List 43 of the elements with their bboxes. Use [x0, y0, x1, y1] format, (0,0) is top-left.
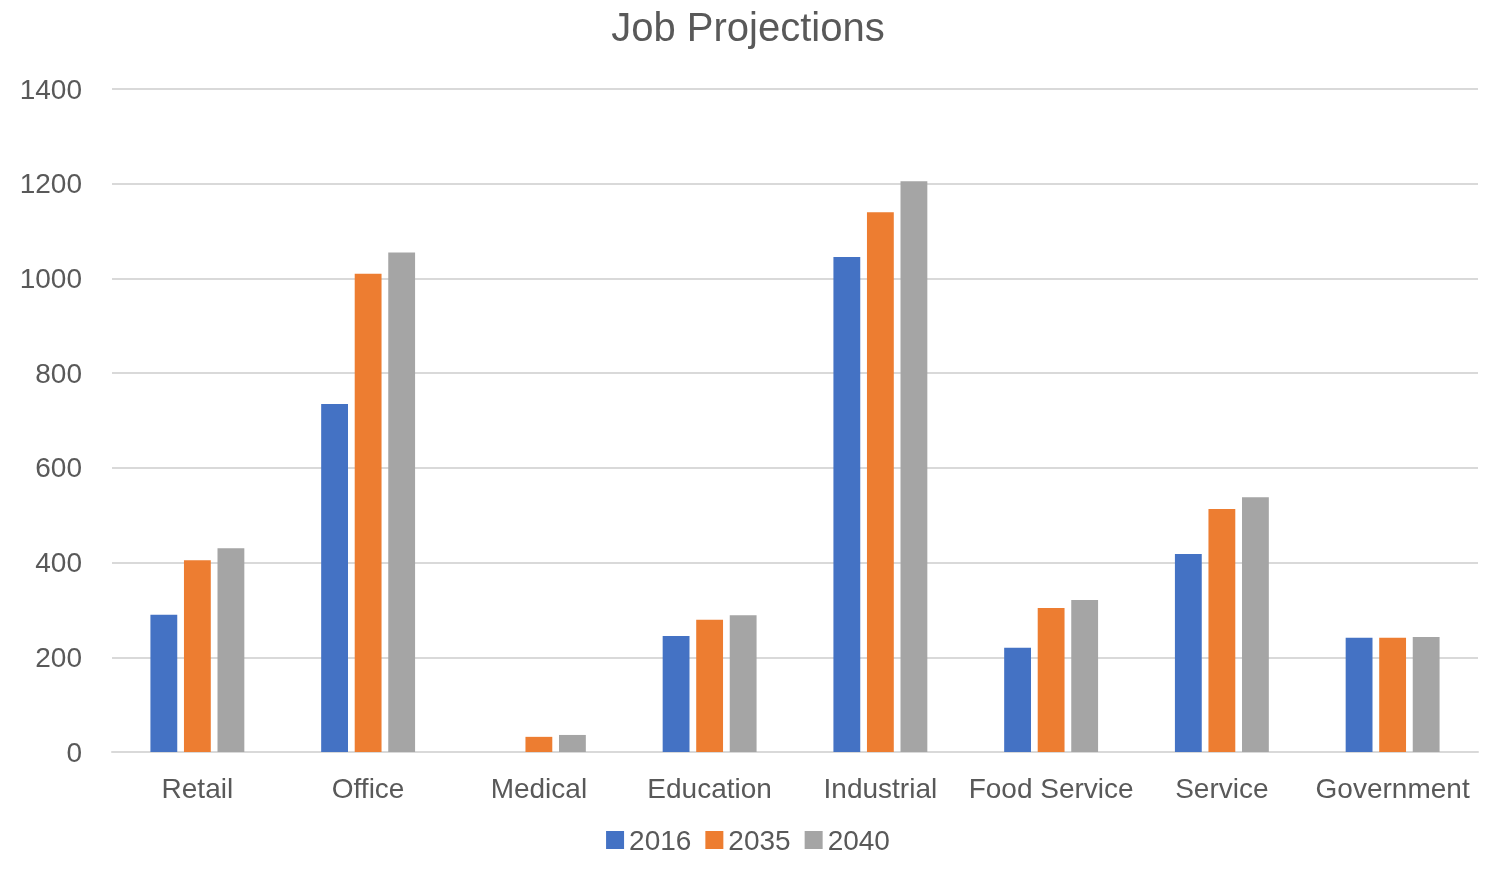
y-tick-label: 400 — [35, 547, 82, 579]
x-tick-label: Retail — [161, 772, 234, 804]
bar — [1242, 497, 1269, 752]
y-tick-label: 200 — [35, 641, 82, 673]
bar — [525, 736, 553, 752]
bar — [354, 273, 382, 752]
y-tick-label: 0 — [66, 736, 82, 768]
legend-label: 2035 — [728, 824, 791, 856]
bar — [1004, 647, 1031, 752]
bar — [900, 181, 928, 752]
bar — [1071, 599, 1099, 752]
bar — [321, 403, 348, 752]
y-tick-label: 1200 — [19, 168, 82, 200]
bar — [833, 257, 861, 752]
bar — [1412, 636, 1440, 752]
bar — [388, 252, 416, 752]
bar — [1037, 608, 1065, 752]
x-tick-label: Food Service — [968, 772, 1134, 804]
legend-label: 2016 — [629, 824, 692, 856]
x-tick-label: Office — [331, 772, 405, 804]
bar — [1208, 509, 1236, 752]
x-tick-label: Government — [1315, 772, 1470, 804]
y-tick-label: 1000 — [19, 262, 82, 294]
bar — [217, 548, 245, 752]
bar — [150, 614, 178, 752]
bar — [559, 734, 586, 752]
chart-title: Job Projections — [611, 5, 885, 49]
bar — [662, 635, 690, 752]
legend-label: 2040 — [827, 824, 890, 856]
bar — [183, 560, 211, 752]
x-tick-label: Education — [647, 772, 772, 804]
bar — [729, 615, 757, 752]
y-tick-label: 1400 — [19, 73, 82, 105]
y-tick-label: 600 — [35, 452, 82, 484]
x-tick-label: Medical — [490, 772, 588, 804]
bar — [866, 212, 894, 752]
bar — [1345, 637, 1373, 752]
x-tick-label: Service — [1175, 772, 1269, 804]
x-tick-label: Industrial — [823, 772, 938, 804]
bar — [1379, 637, 1407, 752]
bar — [1174, 554, 1202, 752]
y-tick-label: 800 — [35, 357, 82, 389]
bar — [696, 619, 724, 752]
